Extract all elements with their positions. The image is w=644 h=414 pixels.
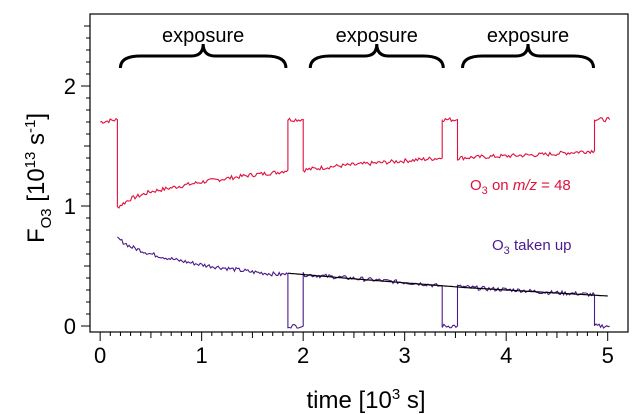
y-tick-label: 0 (64, 314, 76, 339)
x-axis-title: time [103 s] (306, 386, 425, 414)
series-label-o3-mz48: O3 on m/z = 48 (470, 177, 571, 197)
y-axis-title: FO3 [1013 s-1] (22, 113, 55, 243)
fit-line (287, 272, 608, 297)
x-tick-label: 2 (297, 343, 309, 368)
x-tick-label: 0 (94, 343, 106, 368)
plot-area-border (89, 13, 629, 333)
y-axis-ticks: 0 1 2 (64, 25, 90, 339)
series-line-o3-mz48 (100, 116, 611, 209)
plot-frame (89, 13, 629, 333)
x-axis-ticks: 0 1 2 3 4 5 (94, 332, 614, 368)
exposure-brace (308, 43, 445, 69)
exposure-braces: exposure exposure exposure (118, 25, 596, 69)
x-tick-label: 1 (196, 343, 208, 368)
x-tick-label: 4 (500, 343, 512, 368)
exposure-label: exposure (487, 25, 569, 47)
exposure-label: exposure (162, 25, 244, 47)
y-tick-label: 2 (64, 74, 76, 99)
exposure-brace (461, 43, 596, 69)
series-label-o3-taken-up: O3 taken up (492, 237, 572, 257)
x-tick-label: 3 (399, 343, 411, 368)
exposure-brace (118, 43, 288, 69)
y-tick-label: 1 (64, 194, 76, 219)
exposure-label: exposure (336, 25, 418, 47)
x-tick-label: 5 (602, 343, 614, 368)
series-group (100, 116, 611, 329)
